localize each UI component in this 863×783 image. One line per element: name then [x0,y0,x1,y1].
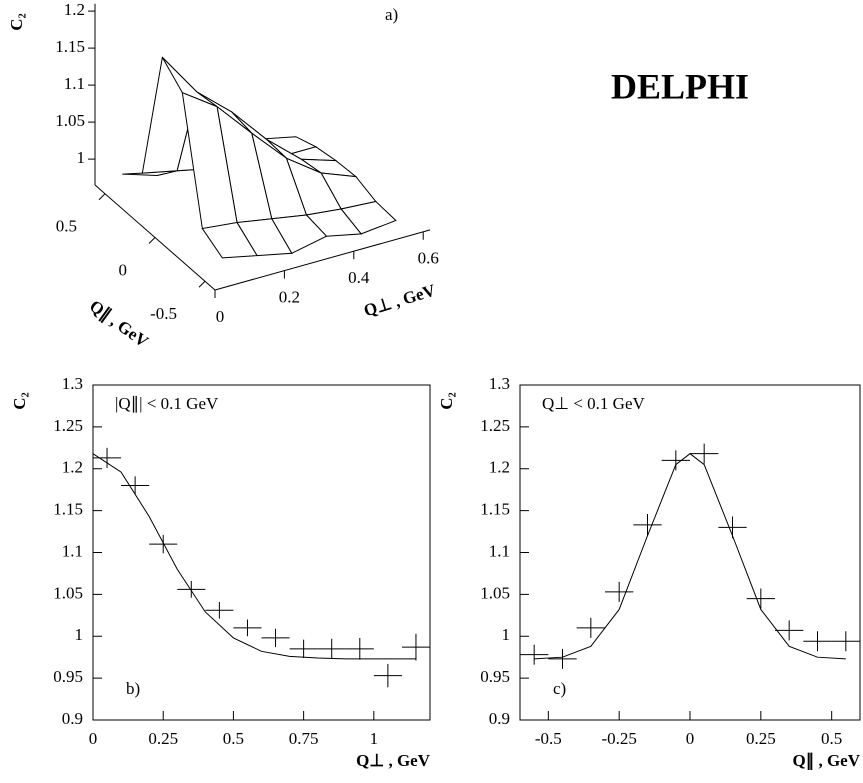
y-tick-label: 1.25 [480,416,510,435]
y-tick-label: 0.9 [489,709,510,728]
x-tick-label: -0.5 [535,729,562,748]
x-axis-title: Q⊥ , GeV [356,751,431,770]
y-tick-label: 1.2 [62,458,83,477]
fit-curve [534,453,846,660]
fit-curve [92,453,416,660]
x-tick-label: 0.5 [223,729,244,748]
y-tick-label: 0.95 [53,667,83,686]
surface-cell [201,222,258,259]
x-tick-label: 1 [370,729,379,748]
y-tick-label: 0 [119,260,128,279]
y-tick-label: 1.3 [62,374,83,393]
z-tick-label: 1.1 [64,74,85,93]
x-tick-label: 0.75 [289,729,319,748]
y-tick-label: 1.25 [53,416,83,435]
annotation: |Q∥| < 0.1 GeV [115,394,219,413]
y-tick-label: 0.5 [56,217,77,236]
y-tick [198,280,206,288]
z-tick-label: 1 [77,148,86,167]
x-axis [214,229,431,291]
y-tick-label: 1 [75,625,84,644]
z-tick-label: 1.15 [55,37,85,56]
x-axis-title: Q∥ , GeV [792,751,860,770]
y-tick-label: 1.15 [480,500,510,519]
y-tick-label: 1.05 [480,583,510,602]
y-axis-title: Q∥ , GeV [86,296,152,351]
z-tick-label: 1.05 [55,111,85,130]
y-tick-label: 1.1 [489,541,510,560]
y-tick-label: 1.15 [53,500,83,519]
annotation: Q⊥ < 0.1 GeV [542,394,645,413]
plot-frame [92,384,431,721]
z-axis-title: C₂ [7,13,26,30]
x-tick-label: 0 [216,307,225,326]
x-tick-label: 0.25 [148,729,178,748]
x-tick-label: 0.25 [746,729,776,748]
plot-frame [519,384,861,721]
x-tick-label: 0.4 [348,268,370,287]
y-tick-label: 1.3 [489,374,510,393]
y-tick-label: 0.95 [480,667,510,686]
y-tick-label: 1.1 [62,541,83,560]
y-axis-title: C₂ [437,392,456,409]
x-tick-label: 0.2 [279,288,300,307]
x-tick-label: 0.5 [821,729,842,748]
y-tick [148,237,156,244]
x-axis-title: Q⊥ , GeV [361,280,438,320]
z-tick-label: 1.2 [64,0,85,19]
panel-label: c) [553,679,566,698]
y-tick-label: 1 [502,625,511,644]
x-tick-label: -0.25 [601,729,636,748]
y-tick-label: 1.2 [489,458,510,477]
x-tick-label: 0 [89,729,98,748]
panel-label: b) [126,679,140,698]
annotation: DELPHI [611,66,749,106]
x-tick-label: 0 [686,729,695,748]
panel-label: a) [385,5,398,24]
y-tick-label: -0.5 [150,304,177,323]
y-tick-label: 0.9 [62,709,83,728]
x-tick-label: 0.6 [418,249,439,268]
y-tick [98,193,106,201]
y-axis-title: C₂ [10,392,29,409]
y-tick-label: 1.05 [53,583,83,602]
